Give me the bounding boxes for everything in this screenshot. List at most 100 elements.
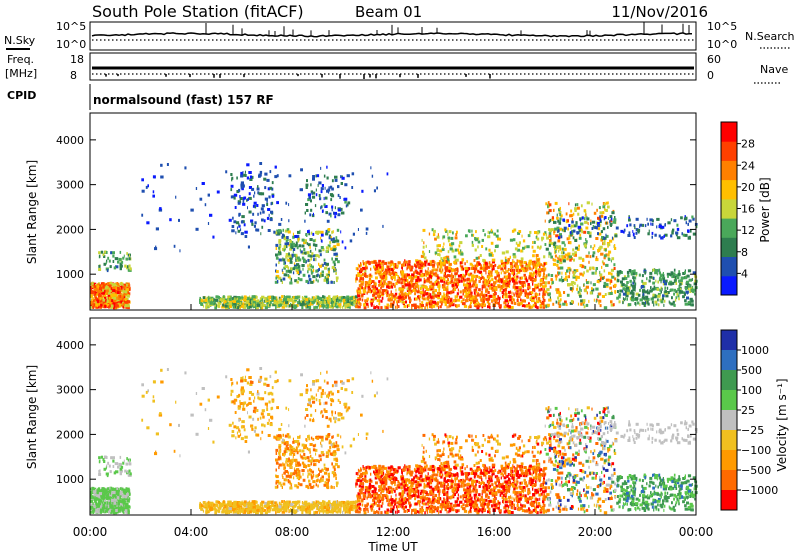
power-cell — [695, 225, 698, 229]
power-cell — [468, 280, 470, 284]
power-cell — [331, 304, 333, 308]
power-cell — [403, 304, 407, 308]
velocity-cell — [114, 492, 118, 495]
power-cell — [292, 271, 295, 275]
power-cell — [632, 272, 635, 276]
power-cell — [298, 270, 302, 274]
velocity-cell — [109, 470, 112, 474]
power-cell — [378, 280, 381, 284]
power-cell — [340, 301, 342, 304]
power-cell — [381, 260, 384, 264]
power-cell — [585, 254, 589, 258]
power-cell — [568, 275, 570, 279]
power-cell — [673, 288, 677, 292]
power-cell — [432, 268, 436, 272]
power-cell — [422, 250, 425, 254]
power-cell — [459, 261, 463, 265]
power-cell — [500, 262, 504, 266]
velocity-cell — [120, 498, 122, 501]
power-cell — [544, 243, 547, 246]
power-cell — [678, 297, 680, 301]
power-cell — [247, 198, 249, 201]
velocity-cell — [107, 510, 110, 514]
power-cell — [662, 294, 665, 298]
power-cell — [425, 292, 428, 296]
power-cell — [333, 281, 335, 284]
power-cell — [330, 280, 333, 284]
power-cell — [287, 258, 290, 262]
power-cell — [524, 304, 527, 308]
power-cell — [660, 286, 663, 290]
power-cell — [554, 227, 558, 231]
power-cell — [459, 290, 462, 294]
power-cell — [434, 273, 438, 277]
power-cell — [283, 266, 286, 270]
power-cell — [556, 290, 561, 294]
power-cell — [588, 231, 592, 235]
power-colorbar-segment — [721, 218, 737, 238]
power-cell — [248, 196, 252, 200]
power-cell — [400, 290, 404, 294]
velocity-cell — [125, 495, 128, 499]
power-cell — [542, 276, 546, 280]
power-cell — [663, 234, 665, 238]
power-cell — [404, 295, 407, 299]
power-cell — [236, 176, 238, 180]
power-cell — [650, 297, 654, 301]
velocity-cell — [99, 494, 103, 498]
power-cell — [365, 266, 368, 270]
power-cell — [117, 260, 120, 264]
power-cell — [299, 303, 303, 307]
power-cell — [459, 295, 463, 299]
power-cell — [480, 264, 483, 268]
power-cell — [514, 278, 517, 282]
power-cell — [591, 227, 594, 230]
power-cell — [465, 269, 468, 273]
power-cell — [458, 280, 461, 283]
power-cell — [96, 293, 98, 297]
power-cell — [262, 210, 265, 214]
power-cell — [614, 234, 618, 238]
power-cell — [671, 275, 675, 279]
power-cell — [275, 253, 278, 257]
power-cell — [672, 272, 676, 276]
power-cell — [424, 280, 426, 284]
power-cell — [455, 281, 458, 285]
power-cell — [113, 298, 117, 302]
power-cell — [558, 294, 562, 298]
power-cell — [122, 302, 125, 306]
power-cell — [114, 283, 118, 287]
power-cell — [395, 282, 398, 286]
power-cell — [127, 306, 130, 310]
power-cell — [507, 304, 509, 308]
power-cell — [595, 256, 598, 260]
power-cell — [248, 171, 252, 174]
power-cell — [266, 203, 269, 206]
power-cell — [212, 298, 216, 302]
power-cell — [541, 236, 545, 240]
power-cell — [244, 170, 246, 174]
power-cell — [517, 289, 519, 293]
power-cell — [247, 206, 248, 210]
power-cell — [534, 305, 538, 309]
power-cell — [128, 264, 131, 268]
power-cell — [152, 190, 155, 194]
power-cell — [307, 258, 310, 262]
power-cell — [305, 279, 309, 283]
power-cell — [287, 254, 289, 258]
power-cell — [190, 208, 194, 212]
power-cell — [372, 280, 374, 283]
power-cell — [360, 303, 362, 306]
velocity-cell — [126, 504, 129, 508]
power-cell — [605, 263, 609, 267]
power-cell — [267, 187, 271, 191]
power-cell — [575, 278, 578, 282]
power-cell — [438, 268, 442, 272]
power-cell — [318, 268, 320, 271]
power-cell — [362, 260, 364, 263]
power-cell — [104, 290, 107, 294]
velocity-cell — [96, 506, 99, 510]
power-cell — [94, 293, 96, 296]
power-cell — [413, 287, 415, 291]
power-cell — [528, 302, 530, 306]
